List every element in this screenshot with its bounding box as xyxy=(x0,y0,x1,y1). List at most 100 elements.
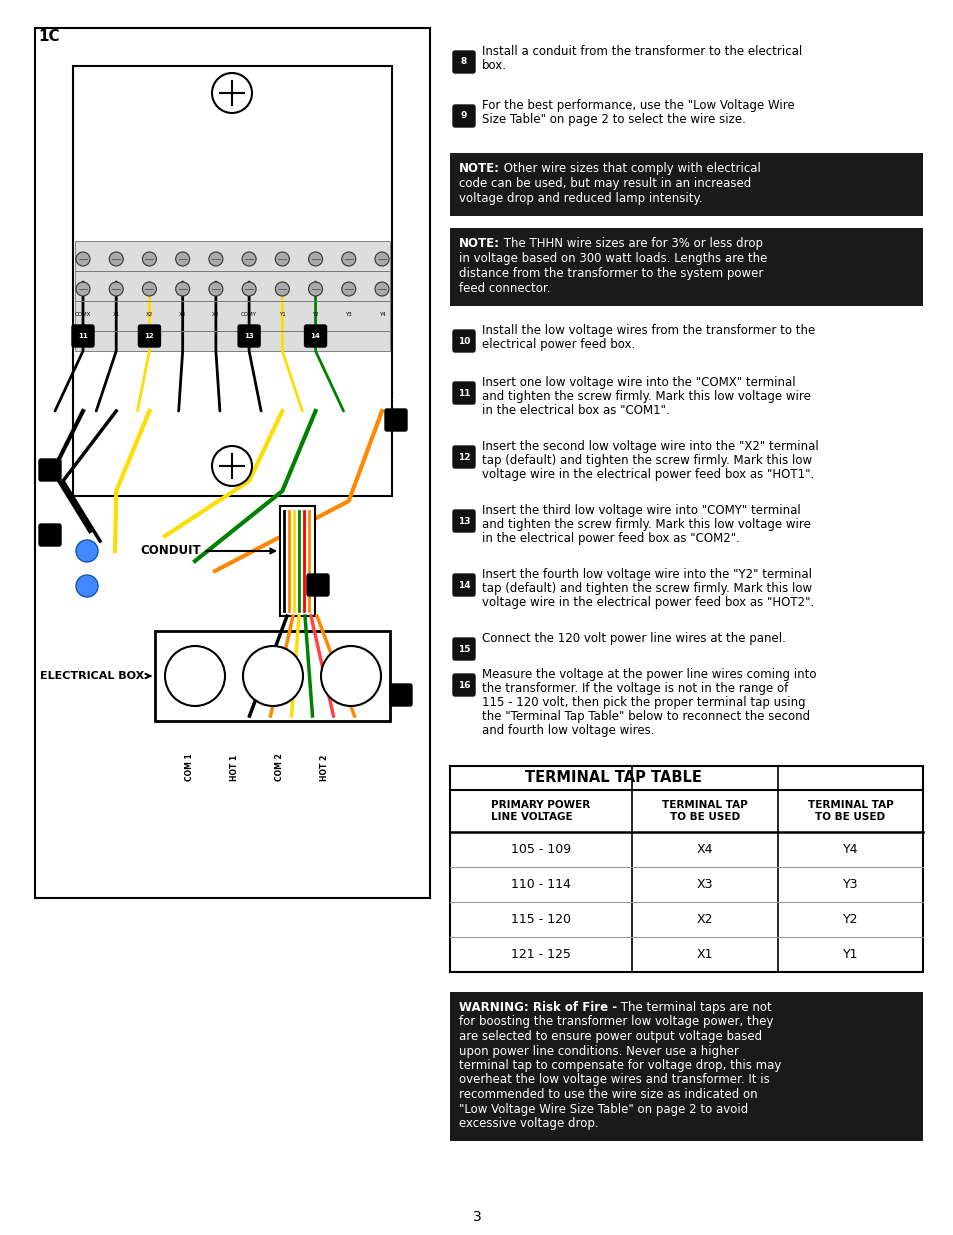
Circle shape xyxy=(243,646,303,706)
Text: 0: 0 xyxy=(398,674,403,680)
Text: TERMINAL TAP
TO BE USED: TERMINAL TAP TO BE USED xyxy=(661,800,747,821)
Bar xyxy=(75,241,390,351)
FancyBboxPatch shape xyxy=(453,105,475,127)
Text: NOTE:: NOTE: xyxy=(458,237,499,249)
Text: CONDUIT: CONDUIT xyxy=(140,545,274,557)
Text: the "Terminal Tap Table" below to reconnect the second: the "Terminal Tap Table" below to reconn… xyxy=(481,710,809,722)
Text: 12: 12 xyxy=(457,452,470,462)
Text: 8: 8 xyxy=(460,58,467,67)
Text: Insert one low voltage wire into the "COMX" terminal: Insert one low voltage wire into the "CO… xyxy=(481,375,795,389)
Text: tap (default) and tighten the screw firmly. Mark this low: tap (default) and tighten the screw firm… xyxy=(481,582,811,595)
Bar xyxy=(450,153,923,216)
Text: 121 - 125: 121 - 125 xyxy=(511,948,571,961)
Text: tap (default) and tighten the screw firmly. Mark this low: tap (default) and tighten the screw firm… xyxy=(481,454,811,467)
Text: electrical power feed box.: electrical power feed box. xyxy=(481,338,635,351)
Text: 3: 3 xyxy=(472,1210,481,1224)
Circle shape xyxy=(212,446,252,487)
Circle shape xyxy=(109,282,123,296)
Text: Insert the third low voltage wire into "COMY" terminal: Insert the third low voltage wire into "… xyxy=(481,504,800,517)
Text: 115 - 120 volt, then pick the proper terminal tap using: 115 - 120 volt, then pick the proper ter… xyxy=(481,697,804,709)
Text: 12: 12 xyxy=(145,333,154,338)
Text: The THHN wire sizes are for 3% or less drop: The THHN wire sizes are for 3% or less d… xyxy=(499,237,762,249)
Text: ELECTRICAL BOX: ELECTRICAL BOX xyxy=(40,671,151,680)
Text: box.: box. xyxy=(481,59,506,72)
Circle shape xyxy=(341,282,355,296)
Text: 15: 15 xyxy=(45,450,54,454)
Circle shape xyxy=(212,73,252,112)
Text: X3: X3 xyxy=(179,312,186,317)
FancyBboxPatch shape xyxy=(385,409,407,431)
Text: recommended to use the wire size as indicated on: recommended to use the wire size as indi… xyxy=(458,1088,757,1100)
Text: COM 2: COM 2 xyxy=(275,753,284,781)
Text: Install a conduit from the transformer to the electrical: Install a conduit from the transformer t… xyxy=(481,44,801,58)
Text: 105 - 109: 105 - 109 xyxy=(511,844,571,856)
Circle shape xyxy=(341,252,355,266)
Text: feed connector.: feed connector. xyxy=(458,282,550,295)
Text: code can be used, but may result in an increased: code can be used, but may result in an i… xyxy=(458,177,750,190)
Text: and tighten the screw firmly. Mark this low voltage wire: and tighten the screw firmly. Mark this … xyxy=(481,517,810,531)
FancyBboxPatch shape xyxy=(453,510,475,532)
Text: 11: 11 xyxy=(78,333,88,338)
Text: COMX: COMX xyxy=(74,312,91,317)
Text: X2: X2 xyxy=(696,913,713,926)
Text: TERMINAL TAP TABLE: TERMINAL TAP TABLE xyxy=(525,771,701,785)
Text: Y3: Y3 xyxy=(841,878,858,890)
Circle shape xyxy=(76,282,90,296)
Text: Size Table" on page 2 to select the wire size.: Size Table" on page 2 to select the wire… xyxy=(481,112,745,126)
Text: Y4: Y4 xyxy=(378,312,385,317)
Text: Y1: Y1 xyxy=(278,312,285,317)
Text: terminal tap to compensate for voltage drop, this may: terminal tap to compensate for voltage d… xyxy=(458,1058,781,1072)
Text: Y4: Y4 xyxy=(841,844,858,856)
Text: NOTE:: NOTE: xyxy=(458,162,499,175)
Text: excessive voltage drop.: excessive voltage drop. xyxy=(458,1116,598,1130)
Circle shape xyxy=(142,282,156,296)
Circle shape xyxy=(165,646,225,706)
Text: Y3: Y3 xyxy=(345,312,352,317)
Text: Install the low voltage wires from the transformer to the: Install the low voltage wires from the t… xyxy=(481,324,815,337)
FancyBboxPatch shape xyxy=(138,325,160,347)
FancyBboxPatch shape xyxy=(453,638,475,659)
Text: and fourth low voltage wires.: and fourth low voltage wires. xyxy=(481,724,654,737)
Circle shape xyxy=(76,252,90,266)
FancyBboxPatch shape xyxy=(39,524,61,546)
Text: distance from the transformer to the system power: distance from the transformer to the sys… xyxy=(458,267,762,280)
Bar xyxy=(280,506,314,616)
Circle shape xyxy=(275,252,289,266)
Text: Insert the fourth low voltage wire into the "Y2" terminal: Insert the fourth low voltage wire into … xyxy=(481,568,811,580)
Bar xyxy=(154,631,390,721)
Text: Measure the voltage at the power line wires coming into: Measure the voltage at the power line wi… xyxy=(481,668,816,680)
Circle shape xyxy=(209,252,223,266)
Text: WARNING: Risk of Fire -: WARNING: Risk of Fire - xyxy=(458,1002,617,1014)
Text: voltage drop and reduced lamp intensity.: voltage drop and reduced lamp intensity. xyxy=(458,191,702,205)
Text: are selected to ensure power output voltage based: are selected to ensure power output volt… xyxy=(458,1030,761,1044)
Circle shape xyxy=(175,252,190,266)
Text: X2: X2 xyxy=(146,312,152,317)
Text: Other wire sizes that comply with electrical: Other wire sizes that comply with electr… xyxy=(499,162,760,175)
Text: 9: 9 xyxy=(460,111,467,121)
Text: 13: 13 xyxy=(244,333,253,338)
Text: HOT 2: HOT 2 xyxy=(320,755,329,781)
FancyBboxPatch shape xyxy=(39,459,61,480)
Circle shape xyxy=(76,576,98,597)
Text: The terminal taps are not: The terminal taps are not xyxy=(617,1002,771,1014)
Text: 11: 11 xyxy=(457,389,470,398)
Bar xyxy=(450,228,923,306)
FancyBboxPatch shape xyxy=(453,382,475,404)
Text: X4: X4 xyxy=(696,844,713,856)
Text: COMY: COMY xyxy=(241,312,256,317)
Text: for boosting the transformer low voltage power, they: for boosting the transformer low voltage… xyxy=(458,1015,773,1029)
Circle shape xyxy=(109,252,123,266)
Text: 110 - 114: 110 - 114 xyxy=(511,878,571,890)
Circle shape xyxy=(175,282,190,296)
Text: For the best performance, use the "Low Voltage Wire: For the best performance, use the "Low V… xyxy=(481,99,794,112)
Text: X3: X3 xyxy=(696,878,713,890)
Text: 115 - 120: 115 - 120 xyxy=(511,913,571,926)
Text: voltage wire in the electrical power feed box as "HOT2".: voltage wire in the electrical power fee… xyxy=(481,597,814,609)
Text: Y2: Y2 xyxy=(841,913,858,926)
FancyBboxPatch shape xyxy=(238,325,260,347)
Circle shape xyxy=(242,282,255,296)
Text: overheat the low voltage wires and transformer. It is: overheat the low voltage wires and trans… xyxy=(458,1073,769,1087)
Text: 10: 10 xyxy=(391,399,400,405)
FancyBboxPatch shape xyxy=(304,325,326,347)
FancyBboxPatch shape xyxy=(453,574,475,597)
